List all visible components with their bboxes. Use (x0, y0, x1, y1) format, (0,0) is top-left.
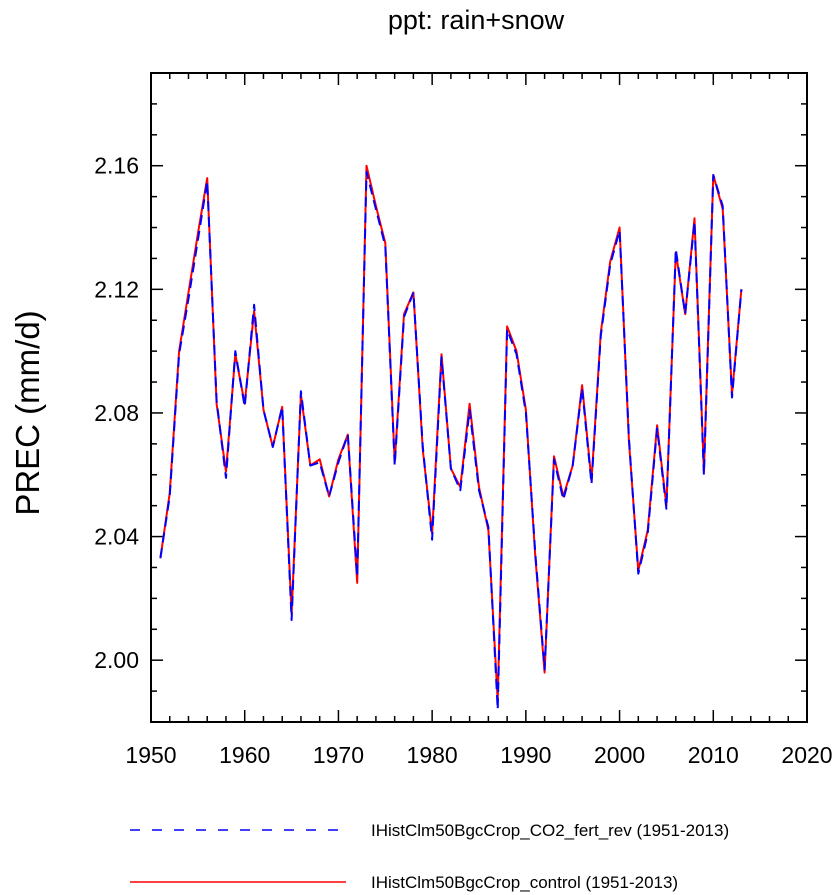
plot-frame (150, 72, 808, 723)
y-tick-label: 2.04 (94, 524, 139, 550)
x-tick-label: 2000 (594, 742, 645, 768)
x-tick-label: 1990 (500, 742, 551, 768)
series-line-co2-fert-rev (159, 170, 743, 711)
y-tick-label: 2.00 (94, 647, 139, 673)
x-tick-label: 1980 (407, 742, 458, 768)
legend: IHistClm50BgcCrop_CO2_fert_rev (1951-201… (130, 821, 729, 892)
y-tick-label: 2.08 (94, 400, 139, 426)
series-line-control (159, 164, 743, 702)
y-tick-label: 2.12 (94, 276, 139, 302)
x-tick-label: 1970 (313, 742, 364, 768)
axes-frame: 1950 1960 1970 1980 1990 2000 2010 2020 2.00 2.04… (94, 72, 832, 768)
series-layer (159, 164, 743, 711)
x-tick-label: 2020 (781, 742, 832, 768)
legend-label: IHistClm50BgcCrop_control (1951-2013) (371, 873, 678, 892)
x-tick-label: 1950 (125, 742, 176, 768)
legend-label: IHistClm50BgcCrop_CO2_fert_rev (1951-201… (371, 821, 729, 840)
x-tick-label: 1960 (219, 742, 270, 768)
chart-title: ppt: rain+snow (388, 5, 565, 35)
x-tick-label: 2010 (688, 742, 739, 768)
y-tick-label: 2.16 (94, 153, 139, 179)
y-axis-label: PREC (mm/d) (9, 310, 46, 515)
